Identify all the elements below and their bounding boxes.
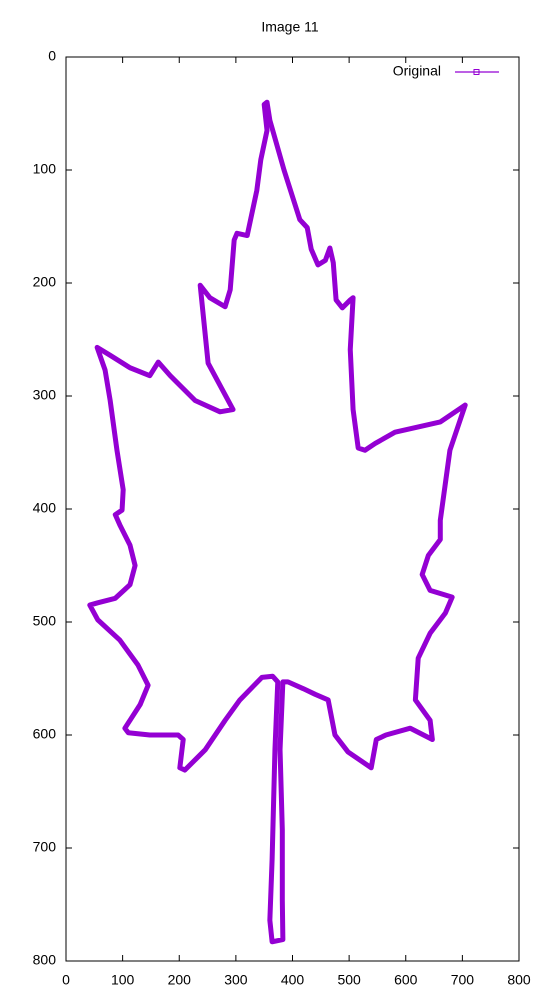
x-tick-label: 700 [451, 972, 475, 988]
y-tick-label: 700 [33, 839, 57, 855]
legend-marker [473, 69, 480, 75]
series-line [87, 99, 468, 945]
y-tick-label: 800 [33, 952, 57, 968]
y-tick-label: 300 [33, 387, 57, 403]
y-tick-label: 400 [33, 500, 57, 516]
x-tick-label: 100 [111, 972, 135, 988]
x-tick-label: 300 [224, 972, 248, 988]
chart-title: Image 11 [261, 19, 319, 35]
x-tick-label: 800 [507, 972, 531, 988]
y-tick-label: 100 [33, 161, 57, 177]
x-tick-label: 200 [168, 972, 192, 988]
x-tick-label: 0 [62, 972, 70, 988]
y-tick-label: 0 [48, 48, 56, 64]
legend-label: Original [393, 63, 441, 79]
x-tick-label: 600 [394, 972, 418, 988]
y-tick-label: 500 [33, 613, 57, 629]
x-tick-label: 500 [337, 972, 361, 988]
x-tick-label: 400 [281, 972, 305, 988]
y-tick-label: 600 [33, 726, 57, 742]
y-tick-label: 200 [33, 274, 57, 290]
